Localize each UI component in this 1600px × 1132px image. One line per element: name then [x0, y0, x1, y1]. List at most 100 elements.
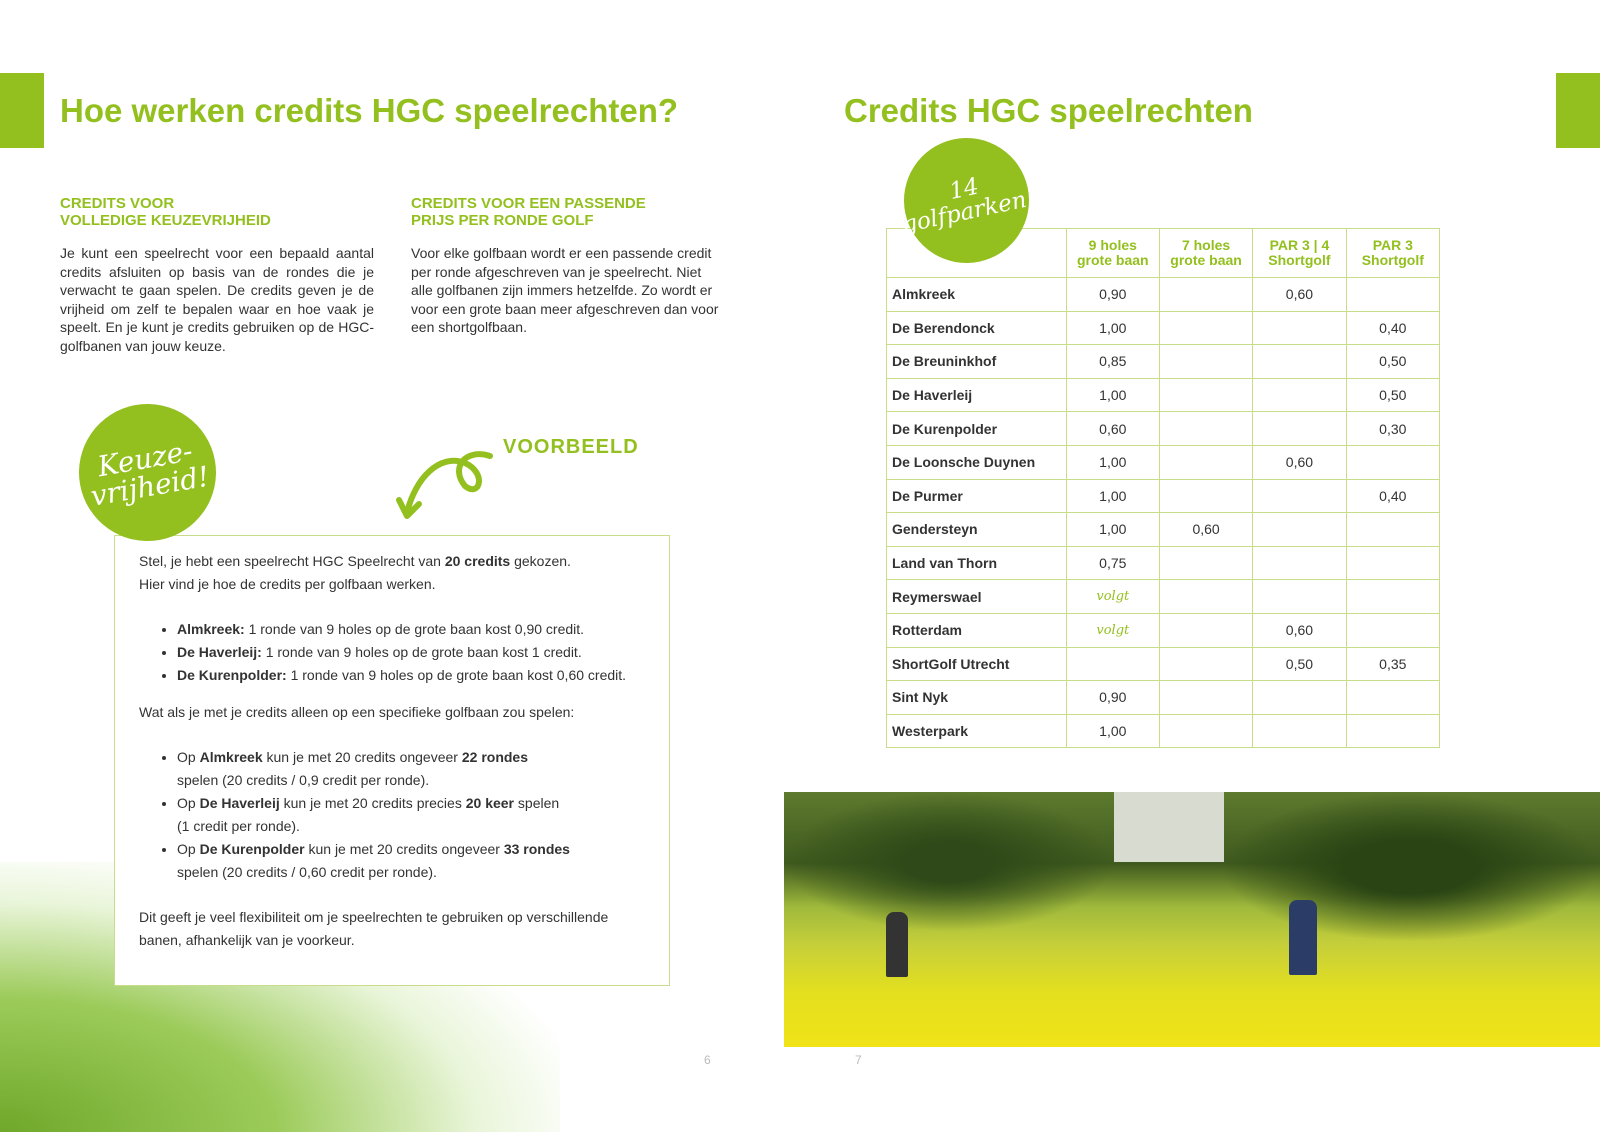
credit-cell: 0,90 — [1065, 277, 1160, 312]
table-row: Gendersteyn 1,00 0,60 — [886, 512, 1441, 547]
course-name: Rotterdam — [886, 612, 1067, 648]
course-name: Sint Nyk — [886, 680, 1067, 715]
credit-cell — [1158, 444, 1254, 480]
golf-course-photo — [784, 792, 1600, 1047]
credit-cell: 0,90 — [1065, 680, 1160, 715]
credit-cell: volgt — [1065, 579, 1160, 614]
course-name: Almkreek — [886, 277, 1067, 312]
col1-heading: CREDITS VOOR VOLLEDIGE KEUZEVRIJHEID — [60, 195, 271, 229]
credit-cell: 0,85 — [1065, 344, 1160, 379]
table-row: Land van Thorn 0,75 — [886, 545, 1441, 581]
credit-cell: 0,50 — [1345, 377, 1441, 413]
credit-cell: 1,00 — [1065, 310, 1160, 346]
credit-cell: 0,50 — [1252, 646, 1347, 682]
credit-cell: 0,75 — [1065, 545, 1160, 581]
column-header: 7 holes grote baan — [1158, 228, 1254, 278]
credit-cell — [1345, 579, 1441, 614]
table-row: ShortGolf Utrecht 0,50 0,35 — [886, 646, 1441, 682]
list-item: Op De Kurenpolder kun je met 20 credits … — [177, 838, 573, 884]
table-row: De Purmer 1,00 0,40 — [886, 478, 1441, 514]
list-item: De Kurenpolder: 1 ronde van 9 holes op d… — [177, 664, 645, 687]
credit-cell — [1158, 377, 1254, 413]
credit-cell — [1252, 512, 1347, 547]
course-name: De Purmer — [886, 478, 1067, 514]
col1-text: Je kunt een speelrecht voor een bepaald … — [60, 245, 374, 354]
table-row: Sint Nyk 0,90 — [886, 680, 1441, 715]
credit-cell — [1345, 612, 1441, 648]
credit-cell — [1158, 579, 1254, 614]
column-header: 9 holes grote baan — [1065, 228, 1160, 278]
credit-cell — [1158, 713, 1254, 749]
course-name: Reymerswael — [886, 579, 1067, 614]
table-row: Reymerswael volgt — [886, 579, 1441, 614]
table-row: Westerpark 1,00 — [886, 713, 1441, 749]
col2-heading: CREDITS VOOR EEN PASSENDE PRIJS PER RONDE… — [411, 195, 646, 229]
column-header: PAR 3 Shortgolf — [1345, 228, 1441, 278]
credit-cell — [1345, 444, 1441, 480]
list-item: Op Almkreek kun je met 20 credits ongeve… — [177, 746, 573, 792]
course-name: De Kurenpolder — [886, 411, 1067, 446]
credit-cell — [1345, 545, 1441, 581]
column-header: PAR 3 | 4 Shortgolf — [1252, 228, 1347, 278]
course-name: Gendersteyn — [886, 512, 1067, 547]
credit-cell: 1,00 — [1065, 713, 1160, 749]
credits-table: 9 holes grote baan 7 holes grote baan PAR … — [886, 228, 1441, 749]
credit-cell: 0,40 — [1345, 478, 1441, 514]
list-item: Op De Haverleij kun je met 20 credits pr… — [177, 792, 573, 838]
course-name: De Berendonck — [886, 310, 1067, 346]
table-row: De Kurenpolder 0,60 0,30 — [886, 411, 1441, 446]
example-list-rounds: Op Almkreek kun je met 20 credits ongeve… — [153, 746, 573, 884]
credit-cell — [1345, 512, 1441, 547]
course-name: De Haverleij — [886, 377, 1067, 413]
list-item: Almkreek: 1 ronde van 9 holes op de grot… — [177, 618, 645, 641]
example-list-costs: Almkreek: 1 ronde van 9 holes op de grot… — [153, 618, 645, 687]
credit-cell — [1252, 411, 1347, 446]
credit-cell — [1158, 411, 1254, 446]
credit-cell — [1252, 377, 1347, 413]
credit-cell — [1345, 680, 1441, 715]
credit-cell: 1,00 — [1065, 444, 1160, 480]
credit-cell: 0,60 — [1252, 444, 1347, 480]
credit-cell — [1158, 646, 1254, 682]
course-name: ShortGolf Utrecht — [886, 646, 1067, 682]
example-intro: Stel, je hebt een speelrecht HGC Speelre… — [139, 553, 571, 592]
right-page-title: Credits HGC speelrechten — [844, 92, 1253, 129]
credit-cell — [1158, 612, 1254, 648]
page-number-right: 7 — [855, 1053, 862, 1067]
left-page-title: Hoe werken credits HGC speelrechten? — [60, 92, 679, 129]
example-label: VOORBEELD — [503, 436, 639, 458]
accent-bar-right — [1556, 73, 1600, 148]
page-number-left: 6 — [704, 1053, 711, 1067]
keuzevrijheid-badge: Keuze-vrijheid! — [68, 393, 227, 552]
credit-cell — [1252, 478, 1347, 514]
table-row: De Breuninkhof 0,85 0,50 — [886, 344, 1441, 379]
credit-cell — [1158, 680, 1254, 715]
credit-cell — [1065, 646, 1160, 682]
table-row: Rotterdam volgt 0,60 — [886, 612, 1441, 648]
credit-cell — [1158, 344, 1254, 379]
credit-cell: 1,00 — [1065, 478, 1160, 514]
credit-cell — [1252, 310, 1347, 346]
course-name: De Loonsche Duynen — [886, 444, 1067, 480]
course-name: Westerpark — [886, 713, 1067, 749]
example-closing: Dit geeft je veel flexibiliteit om je sp… — [139, 909, 609, 948]
credit-cell: 0,60 — [1252, 277, 1347, 312]
list-item: De Haverleij: 1 ronde van 9 holes op de … — [177, 641, 645, 664]
table-row: De Berendonck 1,00 0,40 — [886, 310, 1441, 346]
credit-cell: 0,60 — [1065, 411, 1160, 446]
credit-cell: 0,60 — [1252, 612, 1347, 648]
col2-text: Voor elke golfbaan wordt er een passende… — [411, 245, 719, 335]
credit-cell: volgt — [1065, 612, 1160, 648]
credit-cell: 1,00 — [1065, 377, 1160, 413]
credit-cell — [1252, 344, 1347, 379]
credit-cell — [1345, 277, 1441, 312]
credit-cell — [1345, 713, 1441, 749]
course-name: De Breuninkhof — [886, 344, 1067, 379]
credit-cell — [1158, 545, 1254, 581]
credit-cell: 0,60 — [1158, 512, 1254, 547]
table-row: De Haverleij 1,00 0,50 — [886, 377, 1441, 413]
credit-cell — [1252, 545, 1347, 581]
credit-cell: 1,00 — [1065, 512, 1160, 547]
example-question: Wat als je met je credits alleen op een … — [139, 704, 575, 720]
example-box: Stel, je hebt een speelrecht HGC Speelre… — [114, 535, 670, 986]
